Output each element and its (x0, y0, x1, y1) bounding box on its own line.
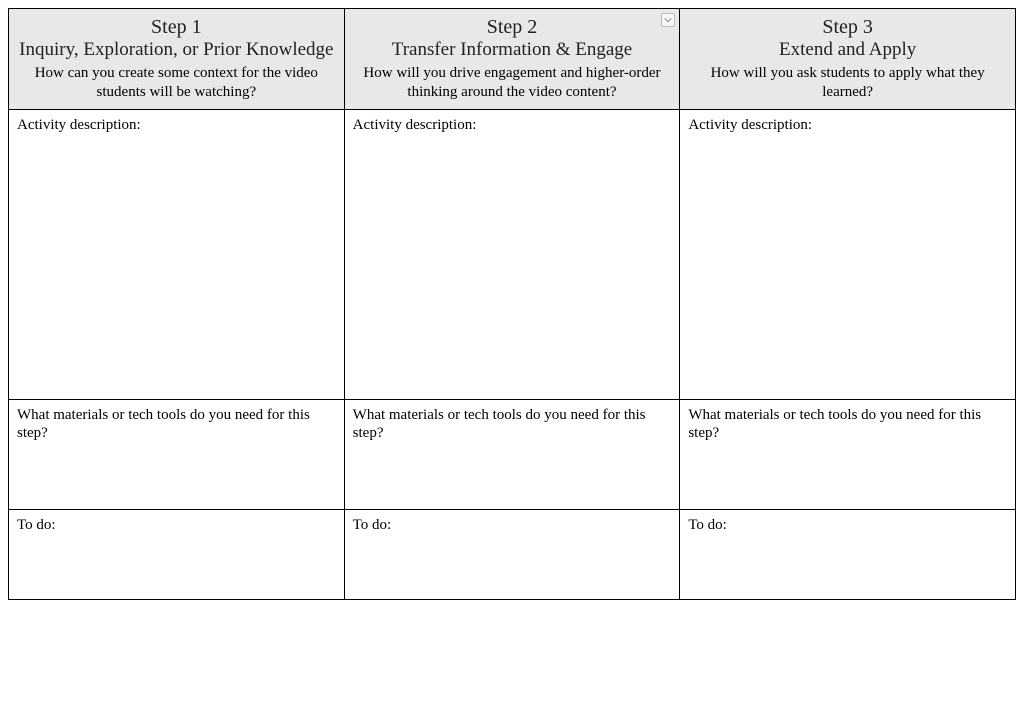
header-row: Step 1 Inquiry, Exploration, or Prior Kn… (9, 9, 1016, 110)
step-2-question: How will you drive engagement and higher… (353, 64, 672, 103)
materials-cell-1[interactable]: What materials or tech tools do you need… (9, 399, 345, 509)
activity-label-2: Activity description: (353, 117, 477, 133)
step-2-subtitle: Transfer Information & Engage (353, 39, 672, 62)
materials-cell-3[interactable]: What materials or tech tools do you need… (680, 399, 1016, 509)
activity-cell-1[interactable]: Activity description: (9, 109, 345, 399)
materials-row: What materials or tech tools do you need… (9, 399, 1016, 509)
step-3-subtitle: Extend and Apply (688, 39, 1007, 62)
chevron-down-icon[interactable] (661, 13, 675, 27)
activity-cell-2[interactable]: Activity description: (344, 109, 680, 399)
header-step-3: Step 3 Extend and Apply How will you ask… (680, 9, 1016, 110)
lesson-planner-table: Step 1 Inquiry, Exploration, or Prior Kn… (8, 8, 1016, 600)
activity-label-1: Activity description: (17, 117, 141, 133)
todo-cell-1[interactable]: To do: (9, 509, 345, 599)
todo-label-3: To do: (688, 517, 727, 533)
todo-label-2: To do: (353, 517, 392, 533)
todo-cell-2[interactable]: To do: (344, 509, 680, 599)
step-1-question: How can you create some context for the … (17, 64, 336, 103)
step-1-subtitle: Inquiry, Exploration, or Prior Knowledge (17, 39, 336, 62)
step-3-number: Step 3 (688, 15, 1007, 39)
activity-label-3: Activity description: (688, 117, 812, 133)
materials-cell-2[interactable]: What materials or tech tools do you need… (344, 399, 680, 509)
step-1-number: Step 1 (17, 15, 336, 39)
todo-cell-3[interactable]: To do: (680, 509, 1016, 599)
todo-row: To do: To do: To do: (9, 509, 1016, 599)
activity-row: Activity description: Activity descripti… (9, 109, 1016, 399)
header-step-2: Step 2 Transfer Information & Engage How… (344, 9, 680, 110)
materials-label-3: What materials or tech tools do you need… (688, 407, 981, 441)
materials-label-1: What materials or tech tools do you need… (17, 407, 310, 441)
step-2-number: Step 2 (353, 15, 672, 39)
step-3-question: How will you ask students to apply what … (688, 64, 1007, 103)
materials-label-2: What materials or tech tools do you need… (353, 407, 646, 441)
activity-cell-3[interactable]: Activity description: (680, 109, 1016, 399)
header-step-1: Step 1 Inquiry, Exploration, or Prior Kn… (9, 9, 345, 110)
todo-label-1: To do: (17, 517, 56, 533)
